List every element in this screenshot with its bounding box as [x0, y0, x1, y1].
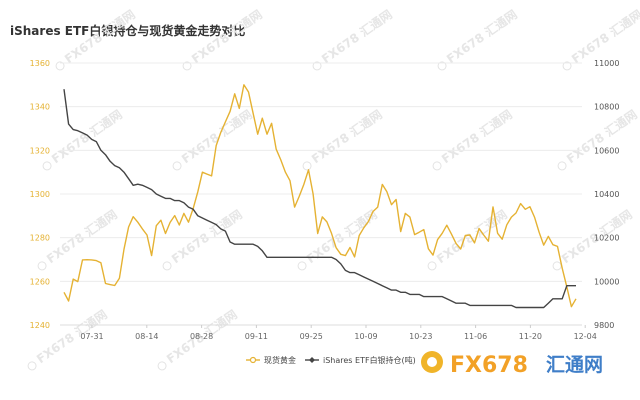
series-line-gold [63, 84, 577, 308]
watermark-icon [172, 161, 182, 171]
x-tick-label: 10-23 [409, 332, 432, 341]
legend: 现货黄金 iShares ETF白银持仓(吨) [246, 355, 416, 365]
y-left-tick-label: 1360 [30, 59, 50, 68]
watermark-icon [37, 261, 47, 271]
x-tick-label: 08-14 [135, 332, 158, 341]
axis-layer: 1240 1260 1280 1300 1320 1340 1360 9800 10000 102… [30, 59, 620, 341]
watermark-icon [302, 161, 312, 171]
watermark-icon [297, 261, 307, 271]
watermark-text: FX678 汇通网 [443, 7, 519, 67]
y-right-tick-label: 10000 [594, 277, 619, 286]
watermark: FX678 汇通网 [427, 207, 510, 271]
watermark-layer: FX678 汇通网 FX678 汇通网 FX678 汇通网 FX678 汇通网 FX67… [27, 7, 640, 371]
legend-marker [249, 356, 257, 364]
x-tick-label: 07-31 [80, 332, 103, 341]
x-tick-label: 11-06 [464, 332, 487, 341]
brand-logo-suffix: 汇通网 [546, 354, 603, 376]
watermark-text: FX678 汇通网 [61, 7, 137, 67]
series-layer [63, 84, 577, 309]
y-left-tick-label: 1340 [30, 103, 50, 112]
watermark-text: FX678 汇通网 [568, 7, 640, 67]
watermark: FX678 汇通网 [172, 107, 255, 171]
watermark-text: FX678 汇通网 [563, 107, 639, 167]
watermark-icon [552, 261, 562, 271]
watermark-icon [312, 61, 322, 71]
x-tick-label: 09-25 [300, 332, 323, 341]
watermark-text: FX678 汇通网 [43, 207, 119, 267]
y-right-tick-label: 10600 [594, 146, 619, 155]
brand-logo-icon-inner [427, 357, 437, 367]
watermark-text: FX678 汇通网 [438, 107, 514, 167]
watermark-icon [162, 261, 172, 271]
watermark-icon [557, 161, 567, 171]
x-tick-label: 11-20 [519, 332, 542, 341]
watermark-icon [157, 361, 167, 371]
legend-label: iShares ETF白银持仓(吨) [323, 355, 416, 365]
y-right-tick-label: 11000 [594, 59, 619, 68]
watermark-icon [562, 61, 572, 71]
watermark-icon [27, 361, 37, 371]
watermark-icon [182, 61, 192, 71]
watermark: FX678 汇通网 [297, 207, 380, 271]
y-left-tick-label: 1280 [30, 234, 50, 243]
watermark-icon [427, 261, 437, 271]
watermark-icon [432, 161, 442, 171]
brand-logo: FX678 汇通网 [421, 351, 603, 378]
chart-title: iShares ETF白银持仓与现货黄金走势对比 [10, 24, 246, 38]
watermark: FX678 汇通网 [302, 107, 385, 171]
watermark-text: FX678 汇通网 [318, 7, 394, 67]
watermark-text: FX678 汇通网 [433, 207, 509, 267]
brand-logo-text: FX678 [450, 353, 528, 378]
watermark-text: FX678 汇通网 [48, 107, 124, 167]
watermark-text: FX678 汇通网 [178, 107, 254, 167]
legend-label: 现货黄金 [264, 355, 296, 365]
watermark-icon [437, 61, 447, 71]
x-tick-label: 10-09 [354, 332, 377, 341]
x-tick-label: 08-28 [190, 332, 213, 341]
watermark-text: FX678 汇通网 [168, 207, 244, 267]
series-line-etf [63, 89, 576, 309]
y-left-tick-label: 1260 [30, 277, 50, 286]
grid-layer [60, 62, 582, 326]
x-tick-label: 09-11 [245, 332, 268, 341]
y-right-tick-label: 10200 [594, 234, 619, 243]
y-right-tick-label: 10400 [594, 190, 619, 199]
watermark: FX678 汇通网 [557, 107, 640, 171]
watermark: FX678 汇通网 [432, 107, 515, 171]
watermark: FX678 汇通网 [162, 207, 245, 271]
y-left-tick-label: 1240 [30, 321, 50, 330]
watermark-icon [55, 61, 65, 71]
legend-marker [309, 357, 315, 363]
watermark-text: FX678 汇通网 [188, 7, 264, 67]
watermark-text: FX678 汇通网 [308, 107, 384, 167]
y-right-tick-label: 9800 [594, 321, 614, 330]
y-right-tick-label: 10800 [594, 103, 619, 112]
y-left-tick-label: 1300 [30, 190, 50, 199]
x-tick-label: 12-04 [574, 332, 597, 341]
watermark-icon [42, 161, 52, 171]
y-left-tick-label: 1320 [30, 146, 50, 155]
